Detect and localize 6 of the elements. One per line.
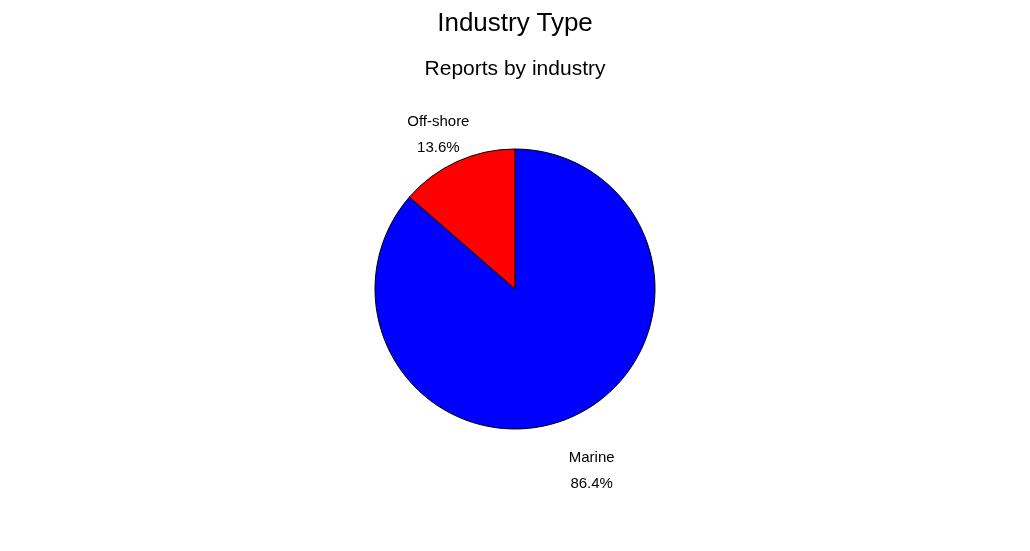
slice-label: Marine — [568, 448, 615, 466]
chart-subtitle: Reports by industry — [424, 56, 606, 79]
chart-title: Industry Type — [437, 7, 593, 37]
slice-label: Off-shore — [407, 111, 470, 129]
data-label: 13.6% — [417, 137, 460, 155]
data-label: 86.4% — [570, 474, 613, 492]
